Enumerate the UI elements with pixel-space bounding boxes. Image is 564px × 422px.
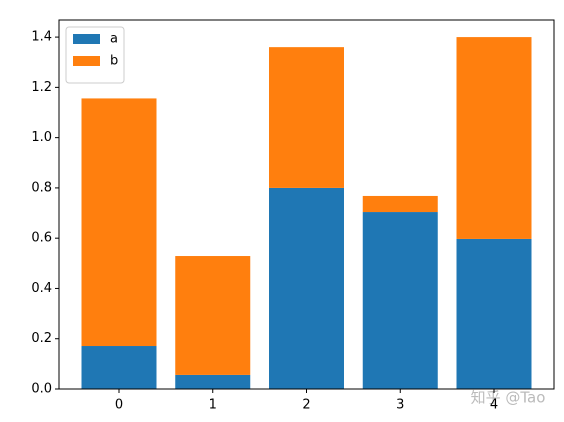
y-tick-label: 0.8 bbox=[31, 180, 52, 195]
bar bbox=[362, 195, 438, 213]
legend-label: a bbox=[110, 32, 118, 47]
axes-frame bbox=[58, 19, 555, 390]
watermark: 知乎 @Tao bbox=[471, 389, 546, 407]
x-tick-label: 3 bbox=[396, 398, 404, 413]
legend-swatch bbox=[73, 34, 100, 44]
bar bbox=[81, 98, 157, 347]
bar bbox=[81, 346, 157, 389]
x-tick-label: 1 bbox=[209, 398, 217, 413]
bar bbox=[362, 212, 438, 389]
y-tick-label: 0.6 bbox=[31, 231, 52, 246]
y-tick-label: 0.0 bbox=[31, 382, 52, 397]
bar bbox=[175, 256, 251, 375]
bar bbox=[456, 37, 532, 239]
y-tick-label: 1.0 bbox=[31, 130, 52, 145]
bar bbox=[269, 187, 344, 389]
bar bbox=[456, 238, 532, 389]
y-tick-label: 0.2 bbox=[31, 331, 52, 346]
x-tick-label: 4 bbox=[490, 398, 498, 413]
legend-label: b bbox=[110, 54, 118, 69]
y-tick-label: 1.4 bbox=[31, 30, 52, 45]
bar bbox=[269, 47, 344, 188]
y-tick-label: 1.2 bbox=[31, 80, 52, 95]
x-tick-label: 0 bbox=[115, 398, 123, 413]
legend: ab bbox=[65, 26, 125, 84]
x-tick-label: 2 bbox=[302, 398, 310, 413]
legend-swatch bbox=[73, 56, 100, 66]
y-tick-label: 0.4 bbox=[31, 281, 52, 296]
bar bbox=[175, 374, 251, 389]
